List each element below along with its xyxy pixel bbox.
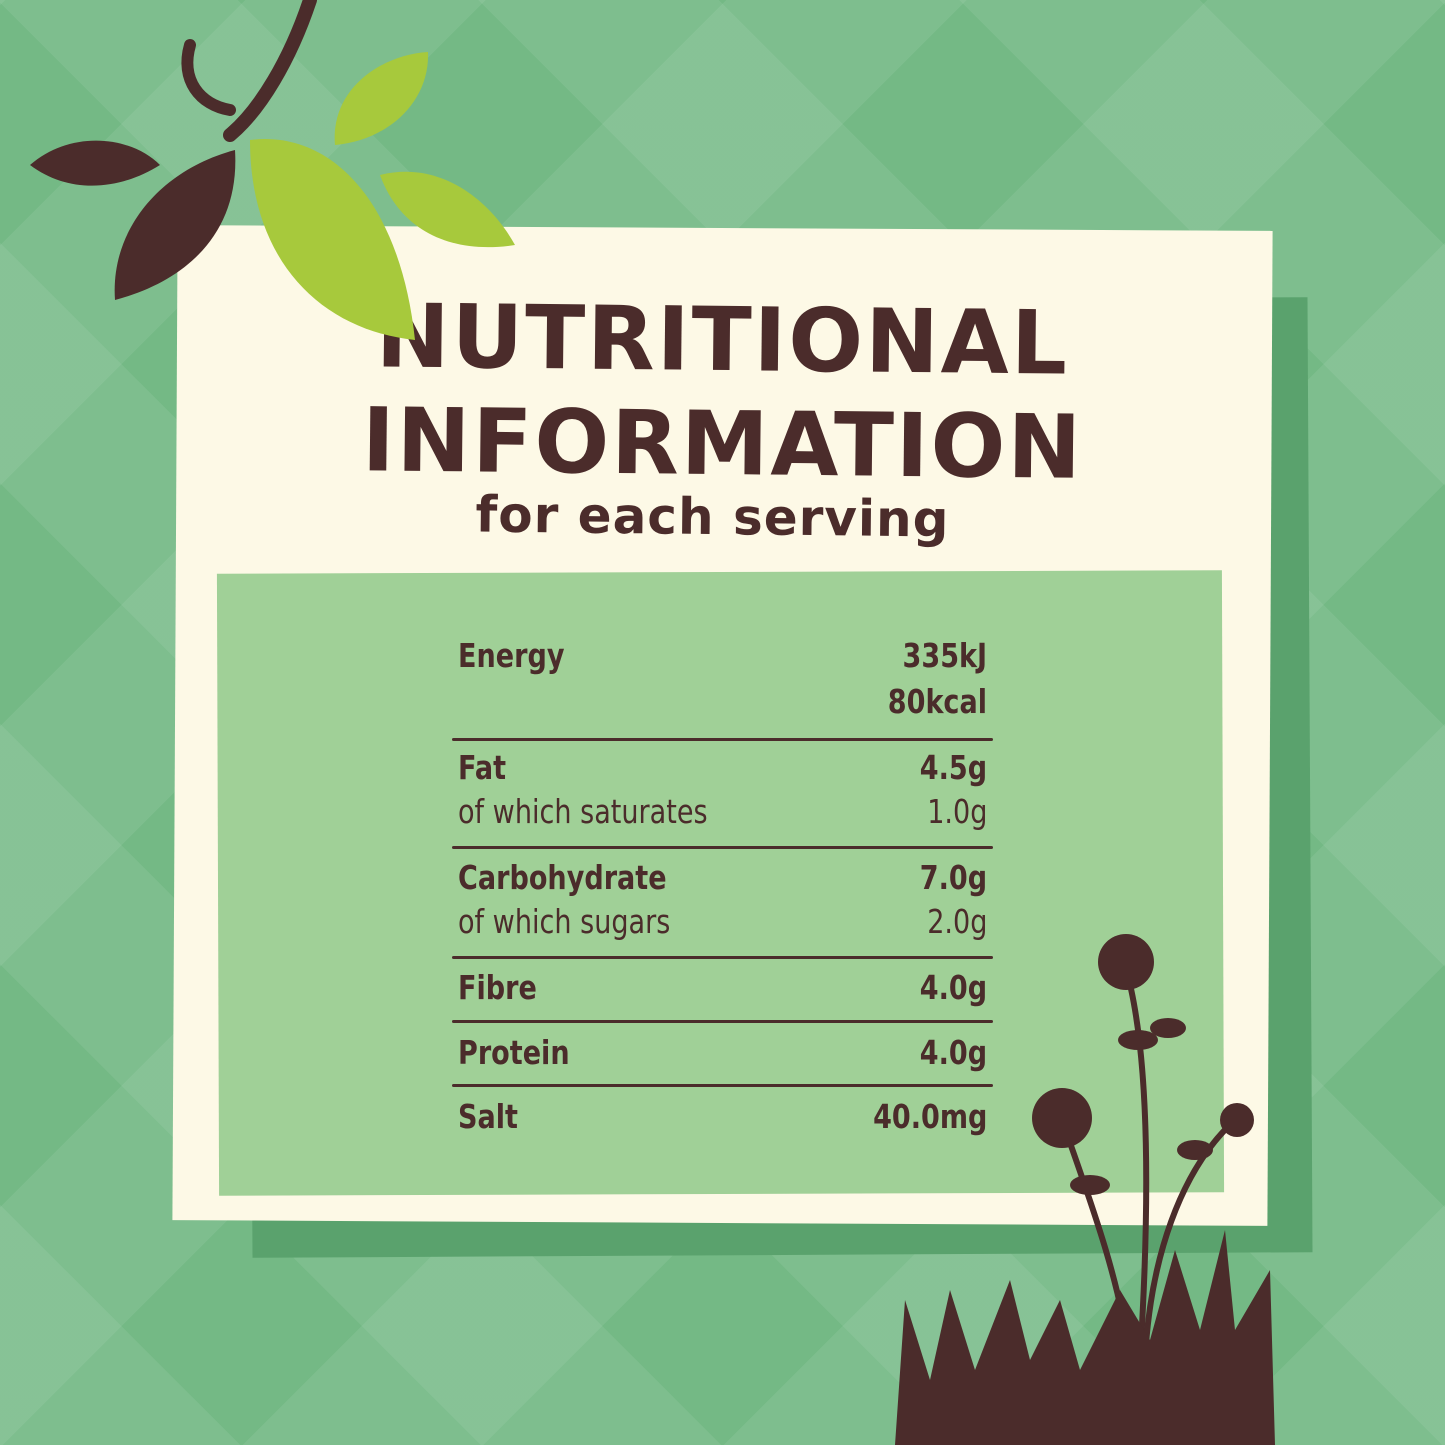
divider — [452, 738, 993, 741]
value: 4.5g — [919, 748, 987, 787]
label: Carbohydrate — [458, 858, 667, 897]
value: 7.0g — [919, 858, 987, 897]
divider — [452, 846, 993, 849]
row-fibre: Fibre 4.0g — [458, 968, 987, 1007]
divider — [452, 1020, 993, 1023]
row-carbohydrate: Carbohydrate 7.0g — [458, 858, 987, 897]
label: of which saturates — [458, 792, 708, 831]
row-fat: Fat 4.5g — [458, 748, 987, 787]
plant-grass-icon — [895, 934, 1275, 1445]
divider — [452, 1084, 993, 1087]
value: 80kcal — [887, 682, 987, 721]
value: 4.0g — [919, 1033, 987, 1072]
label: Fat — [458, 748, 507, 787]
value: 335kJ — [902, 636, 987, 675]
row-sugars: of which sugars 2.0g — [458, 902, 987, 941]
value: 4.0g — [919, 968, 987, 1007]
divider — [452, 956, 993, 959]
value: 2.0g — [926, 902, 987, 941]
label: Energy — [458, 636, 565, 675]
value: 40.0mg — [872, 1097, 987, 1136]
value: 1.0g — [926, 792, 987, 831]
row-energy-kj: Energy 335kJ — [458, 636, 987, 675]
row-protein: Protein 4.0g — [458, 1033, 987, 1072]
branch-leaves-icon — [30, 0, 515, 340]
row-salt: Salt 40.0mg — [458, 1097, 987, 1136]
label: of which sugars — [458, 902, 671, 941]
row-saturates: of which saturates 1.0g — [458, 792, 987, 831]
label: Fibre — [458, 968, 537, 1007]
label: Protein — [458, 1033, 570, 1072]
label: Salt — [458, 1097, 518, 1136]
row-energy-kcal: 80kcal — [458, 682, 987, 721]
